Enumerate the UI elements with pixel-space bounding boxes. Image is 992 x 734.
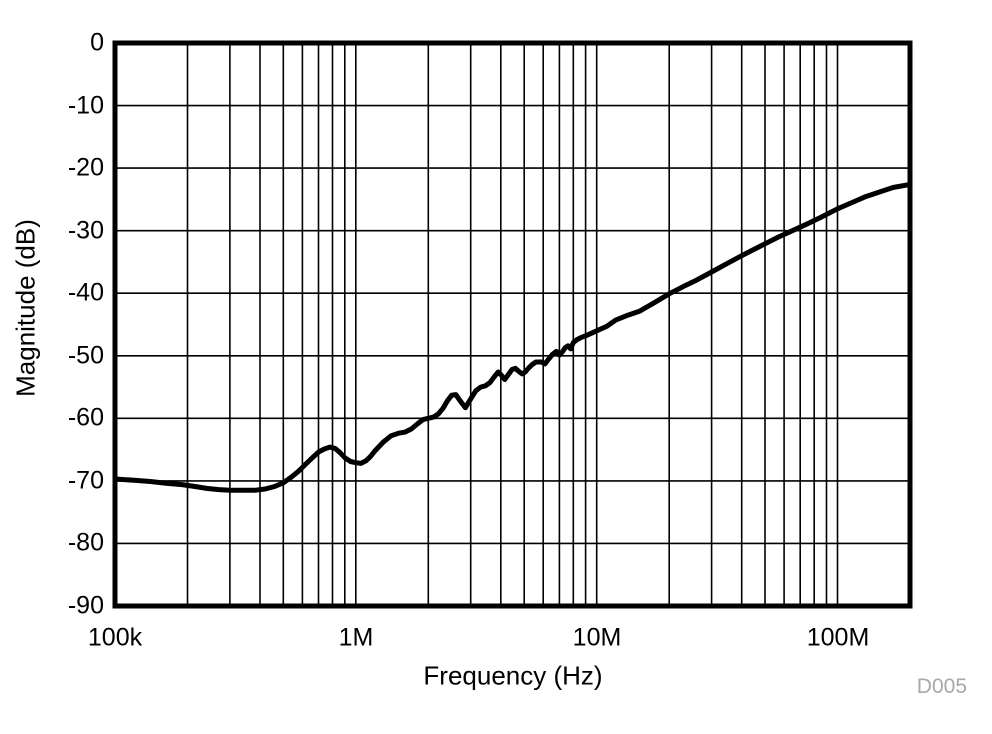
y-axis-title: Magnitude (dB) [10,219,41,397]
x-tick-label: 100k [87,623,143,652]
x-axis-title: Frequency (Hz) [423,660,603,691]
x-tick-label: 100M [806,623,870,652]
y-tick-label: -10 [67,91,104,120]
y-tick-label: 0 [90,28,104,57]
plot-border [112,40,913,609]
y-tick-label: -60 [67,403,104,432]
y-tick-label: -50 [67,341,104,370]
magnitude-curve [114,181,911,493]
y-tick-label: -20 [67,153,104,182]
y-tick-label: -90 [67,591,104,620]
x-tick-label: 1M [338,623,374,652]
y-tick-label: -70 [67,466,104,495]
x-tick-label: 10M [572,623,622,652]
y-tick-label: -40 [67,278,104,307]
y-tick-label: -30 [67,216,104,245]
figure-code-label: D005 [916,675,967,698]
y-tick-label: -80 [67,528,104,557]
